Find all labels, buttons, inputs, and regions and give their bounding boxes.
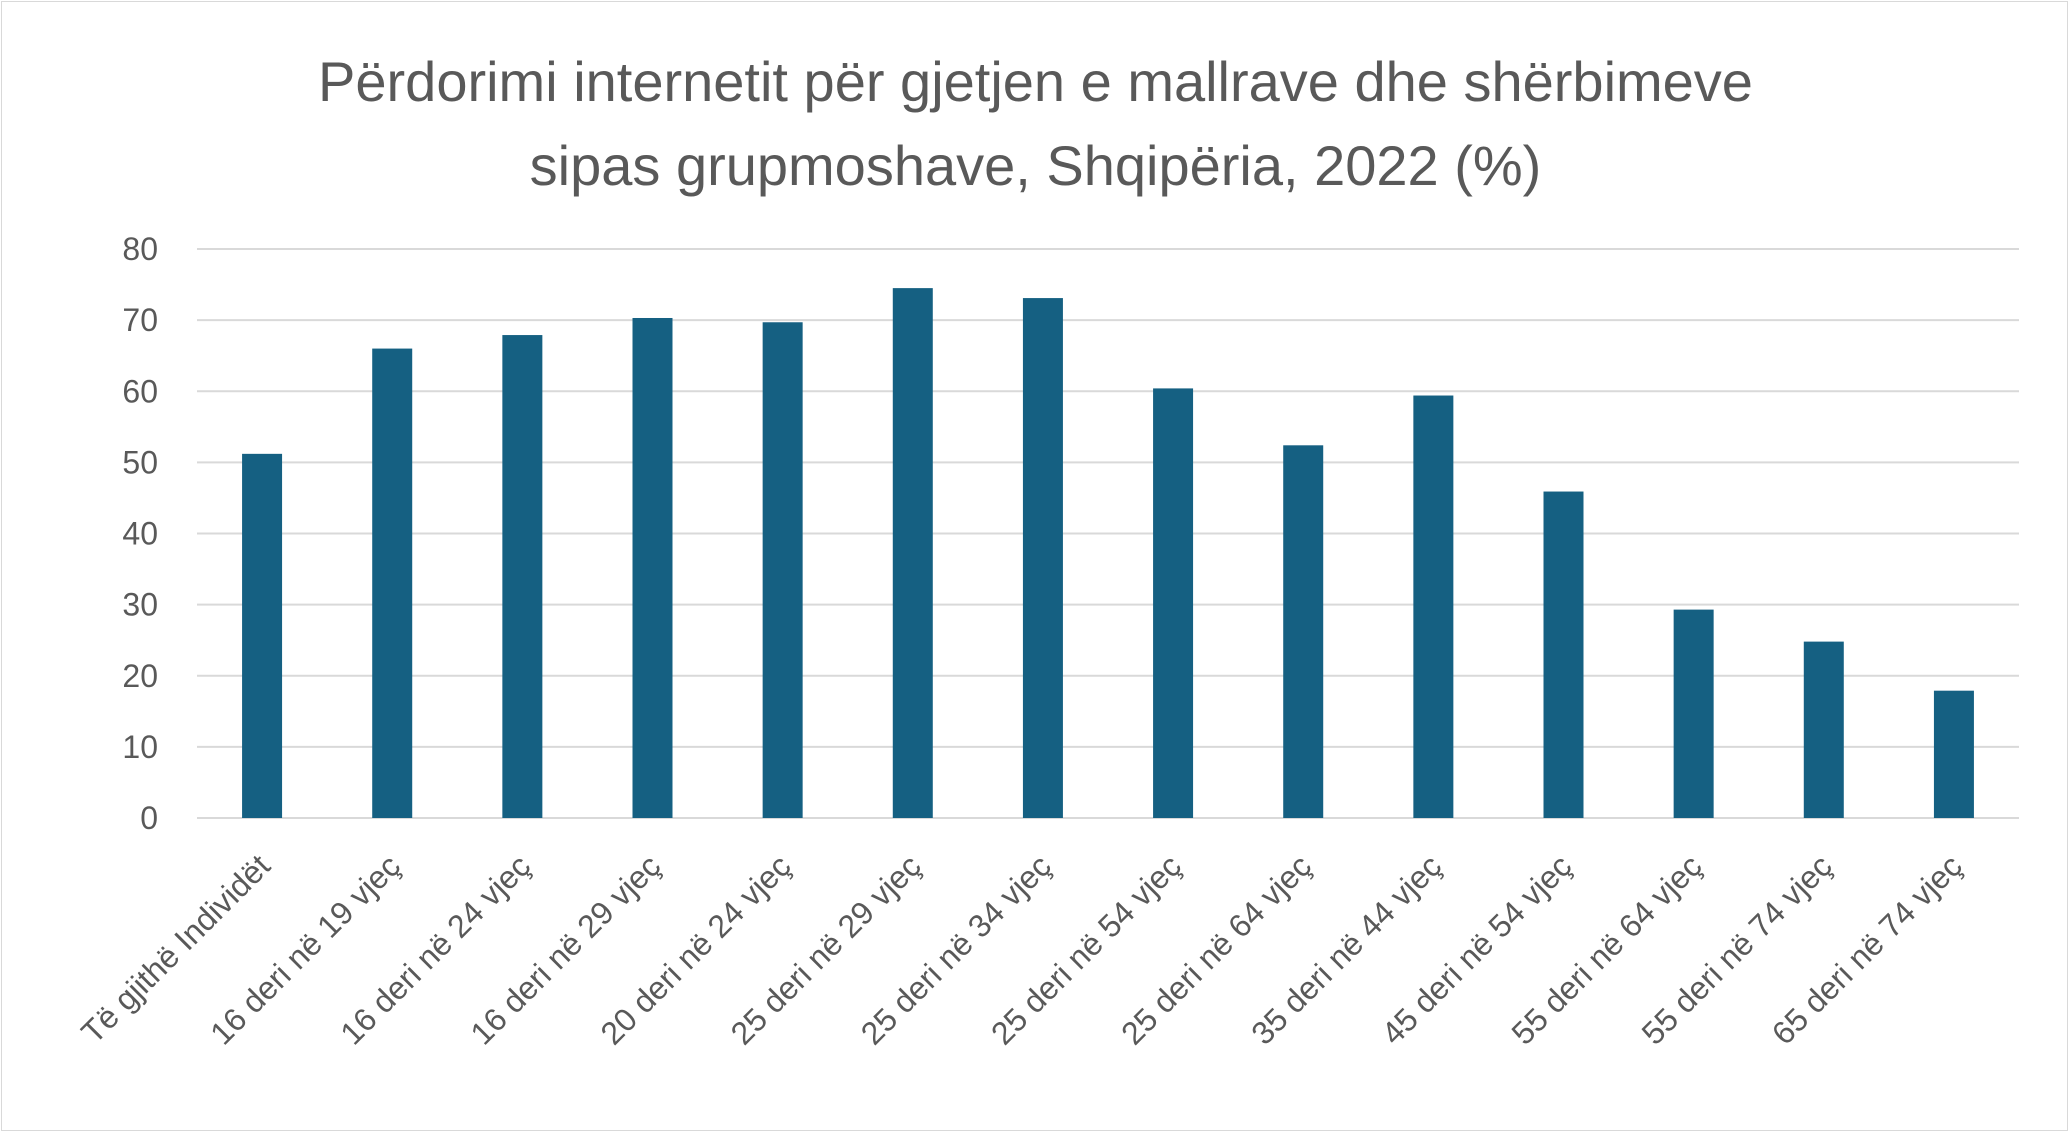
- bar: [372, 348, 413, 818]
- bar: [762, 322, 803, 818]
- bar: [1933, 690, 1974, 818]
- bar: [1673, 609, 1714, 818]
- y-tick-label: 60: [122, 373, 158, 409]
- chart-title-line-1: Përdorimi internetit për gjetjen e mallr…: [318, 50, 1753, 113]
- y-tick-label: 40: [122, 516, 158, 552]
- bar: [1543, 491, 1584, 818]
- y-tick-label: 70: [122, 302, 158, 338]
- chart-title: Përdorimi internetit për gjetjen e mallr…: [0, 40, 2071, 208]
- bar: [502, 335, 543, 818]
- y-tick-label: 50: [122, 444, 158, 480]
- y-tick-label: 20: [122, 658, 158, 694]
- bar: [1413, 395, 1454, 818]
- bar: [892, 288, 933, 818]
- y-tick-label: 80: [122, 231, 158, 267]
- bars: [242, 288, 1974, 818]
- y-axis: 0 10 20 30 40 50 60 70 80: [122, 231, 158, 836]
- bar: [1022, 298, 1063, 818]
- y-tick-label: 0: [140, 800, 158, 836]
- y-tick-label: 30: [122, 587, 158, 623]
- gridlines: [197, 248, 2019, 819]
- y-tick-label: 10: [122, 729, 158, 765]
- bar: [1803, 641, 1844, 818]
- bar: [1283, 445, 1324, 818]
- chart-title-line-2: sipas grupmoshave, Shqipëria, 2022 (%): [529, 134, 1542, 197]
- bar: [242, 453, 283, 818]
- bar: [632, 317, 673, 818]
- bar: [1153, 388, 1194, 818]
